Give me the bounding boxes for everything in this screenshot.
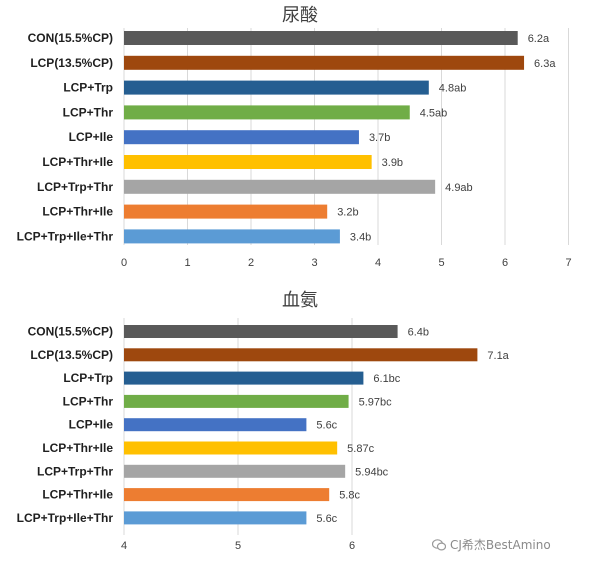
watermark-text: CJ希杰BestAmino xyxy=(450,538,551,552)
data-label: 5.6c xyxy=(316,513,337,525)
category-label: LCP+Thr xyxy=(63,105,114,119)
bar xyxy=(124,130,359,145)
data-label: 6.3a xyxy=(534,58,556,70)
category-label: LCP+Ile xyxy=(69,418,114,432)
data-label: 7.1a xyxy=(487,350,509,362)
bar xyxy=(124,55,525,70)
category-label: LCP+Thr+Ile xyxy=(42,488,113,502)
blood-ammonia-chart: 血氨 4 5 6 CON(15.5%CP) 6.4b LCP(13.5%CP) 7.1a LCP… xyxy=(17,290,510,552)
bar xyxy=(124,179,436,194)
x-tick-label: 6 xyxy=(349,540,355,552)
x-tick-label: 4 xyxy=(375,257,381,269)
bar xyxy=(124,488,330,502)
bar xyxy=(124,155,372,169)
x-tick-label: 6 xyxy=(502,257,508,269)
data-label: 3.9b xyxy=(382,157,403,169)
category-label: LCP+Thr+Ile xyxy=(42,205,113,219)
bar xyxy=(124,371,364,385)
bar xyxy=(124,105,410,120)
category-label: LCP+Ile xyxy=(69,130,114,144)
bar xyxy=(124,325,398,338)
data-label: 4.8ab xyxy=(439,83,467,95)
watermark: CJ希杰BestAmino xyxy=(432,536,551,553)
uric-acid-title: 尿酸 xyxy=(282,5,318,26)
category-label: CON(15.5%CP) xyxy=(28,31,113,45)
category-label: LCP+Trp+Thr xyxy=(37,180,113,194)
bar xyxy=(124,441,338,455)
bar xyxy=(124,31,518,45)
wechat-icon xyxy=(432,539,446,551)
data-label: 5.87c xyxy=(347,443,374,455)
bar xyxy=(124,394,349,408)
data-label: 5.6c xyxy=(316,420,337,432)
data-label: 3.4b xyxy=(350,231,371,243)
x-tick-label: 4 xyxy=(121,540,127,552)
bar xyxy=(124,464,346,478)
category-label: LCP+Trp xyxy=(63,371,113,385)
x-tick-label: 1 xyxy=(184,257,190,269)
category-label: LCP+Trp+Thr xyxy=(37,464,113,478)
x-tick-label: 5 xyxy=(235,540,241,552)
data-label: 3.2b xyxy=(337,207,358,219)
data-label: 4.9ab xyxy=(445,182,473,194)
data-label: 5.8c xyxy=(339,490,360,502)
bar xyxy=(124,229,340,244)
blood-ammonia-title: 血氨 xyxy=(282,290,318,311)
bar xyxy=(124,418,307,432)
bar xyxy=(124,80,429,95)
data-label: 6.4b xyxy=(408,327,429,339)
data-label: 6.2a xyxy=(528,33,550,45)
category-label: LCP(13.5%CP) xyxy=(30,56,113,70)
x-tick-label: 3 xyxy=(311,257,317,269)
data-label: 3.7b xyxy=(369,132,390,144)
category-label: LCP+Thr+Ile xyxy=(42,155,113,169)
x-tick-label: 5 xyxy=(438,257,444,269)
category-label: LCP+Trp xyxy=(63,81,113,95)
category-label: LCP+Thr+Ile xyxy=(42,441,113,455)
x-tick-label: 7 xyxy=(565,257,571,269)
category-label: LCP+Trp+Ile+Thr xyxy=(17,511,114,525)
bar xyxy=(124,511,307,525)
bar xyxy=(124,204,328,219)
category-label: CON(15.5%CP) xyxy=(28,325,113,339)
data-label: 4.5ab xyxy=(420,107,448,119)
data-label: 6.1bc xyxy=(373,373,400,385)
data-label: 5.94bc xyxy=(355,466,389,478)
category-label: LCP(13.5%CP) xyxy=(30,348,113,362)
bar xyxy=(124,348,478,362)
uric-acid-chart: 尿酸 0 1 2 3 4 5 6 7 CON(15.5%CP) 6.2a LCP(13.5%CP) 6.… xyxy=(17,5,572,269)
category-label: LCP+Thr xyxy=(63,394,114,408)
x-tick-label: 2 xyxy=(248,257,254,269)
data-label: 5.97bc xyxy=(359,396,393,408)
x-tick-label: 0 xyxy=(121,257,127,269)
category-label: LCP+Trp+Ile+Thr xyxy=(17,229,114,243)
